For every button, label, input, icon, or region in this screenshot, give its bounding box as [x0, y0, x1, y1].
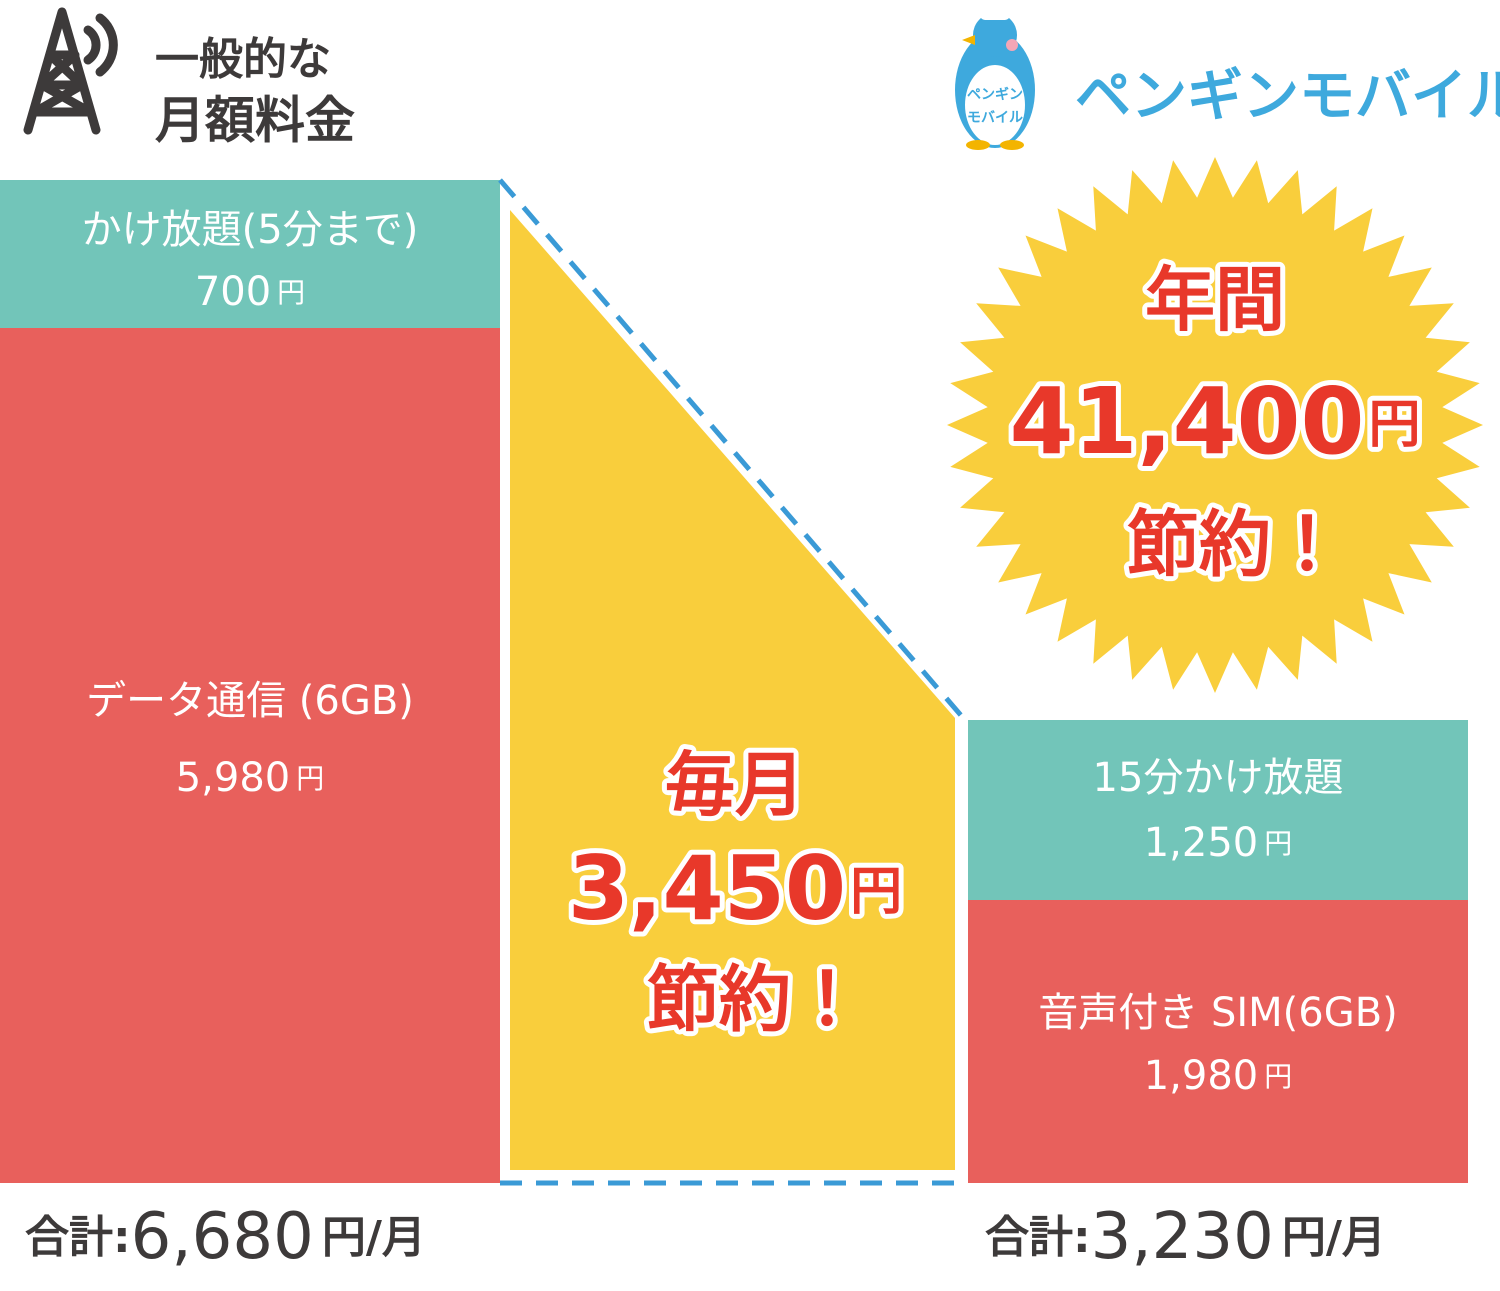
unit: 円	[1369, 395, 1421, 455]
total-unit: 円/月	[322, 1212, 426, 1263]
segment-price: 1,250 円	[1144, 820, 1293, 866]
saving-note: 節約！	[1127, 503, 1343, 587]
saving-note: 節約！	[647, 958, 863, 1042]
segment-label: かけ放題(5分まで)	[82, 207, 419, 253]
total-prefix: 合計:	[985, 1212, 1091, 1263]
dashed-guide	[498, 178, 968, 1186]
saving-amount: 3,450円	[568, 837, 902, 940]
unit: 円	[296, 762, 324, 795]
saving-period: 毎月	[665, 744, 805, 826]
price: 700	[195, 269, 271, 315]
segment-price: 5,980 円	[176, 755, 325, 801]
unit: 円	[277, 276, 305, 309]
segment	[0, 328, 500, 1183]
unit: 円	[850, 862, 902, 922]
price: 1,250	[1144, 820, 1259, 866]
unit: 円	[1264, 827, 1292, 860]
segment-label: データ通信 (6GB)	[86, 678, 414, 724]
total-prefix: 合計:	[25, 1212, 131, 1263]
heading-line: 一般的な	[155, 34, 331, 85]
amount: 41,400	[1009, 368, 1364, 475]
brand-name: ペンギンモバイル	[1075, 64, 1500, 129]
total: 合計:3,230 円/月	[985, 1200, 1386, 1274]
saving-period: 年間	[1145, 259, 1285, 341]
starburst	[947, 157, 1483, 693]
mascot-text: ペンギン	[967, 86, 1023, 103]
antenna-icon	[23, 7, 118, 135]
price: 5,980	[176, 755, 291, 801]
segment-price: 1,980 円	[1144, 1053, 1293, 1099]
total-unit: 円/月	[1282, 1212, 1386, 1263]
segment-label: 音声付き SIM(6GB)	[1038, 990, 1398, 1036]
price: 1,980	[1144, 1053, 1259, 1099]
unit: 円	[1264, 1060, 1292, 1093]
segment	[968, 720, 1468, 900]
saving-area	[510, 210, 955, 1170]
segment	[0, 180, 500, 328]
mascot-text: モバイル	[967, 110, 1023, 126]
amount: 3,450	[568, 837, 846, 940]
segment-label: 15分かけ放題	[1093, 755, 1344, 801]
total-amount: 6,680	[131, 1200, 314, 1274]
total-amount: 3,230	[1091, 1200, 1274, 1274]
total: 合計:6,680 円/月	[25, 1200, 426, 1274]
segment	[968, 900, 1468, 1183]
penguin-mascot	[955, 6, 1035, 150]
segment-price: 700 円	[195, 269, 305, 315]
saving-amount: 41,400円	[1009, 368, 1420, 475]
heading-line: 月額料金	[155, 92, 355, 150]
